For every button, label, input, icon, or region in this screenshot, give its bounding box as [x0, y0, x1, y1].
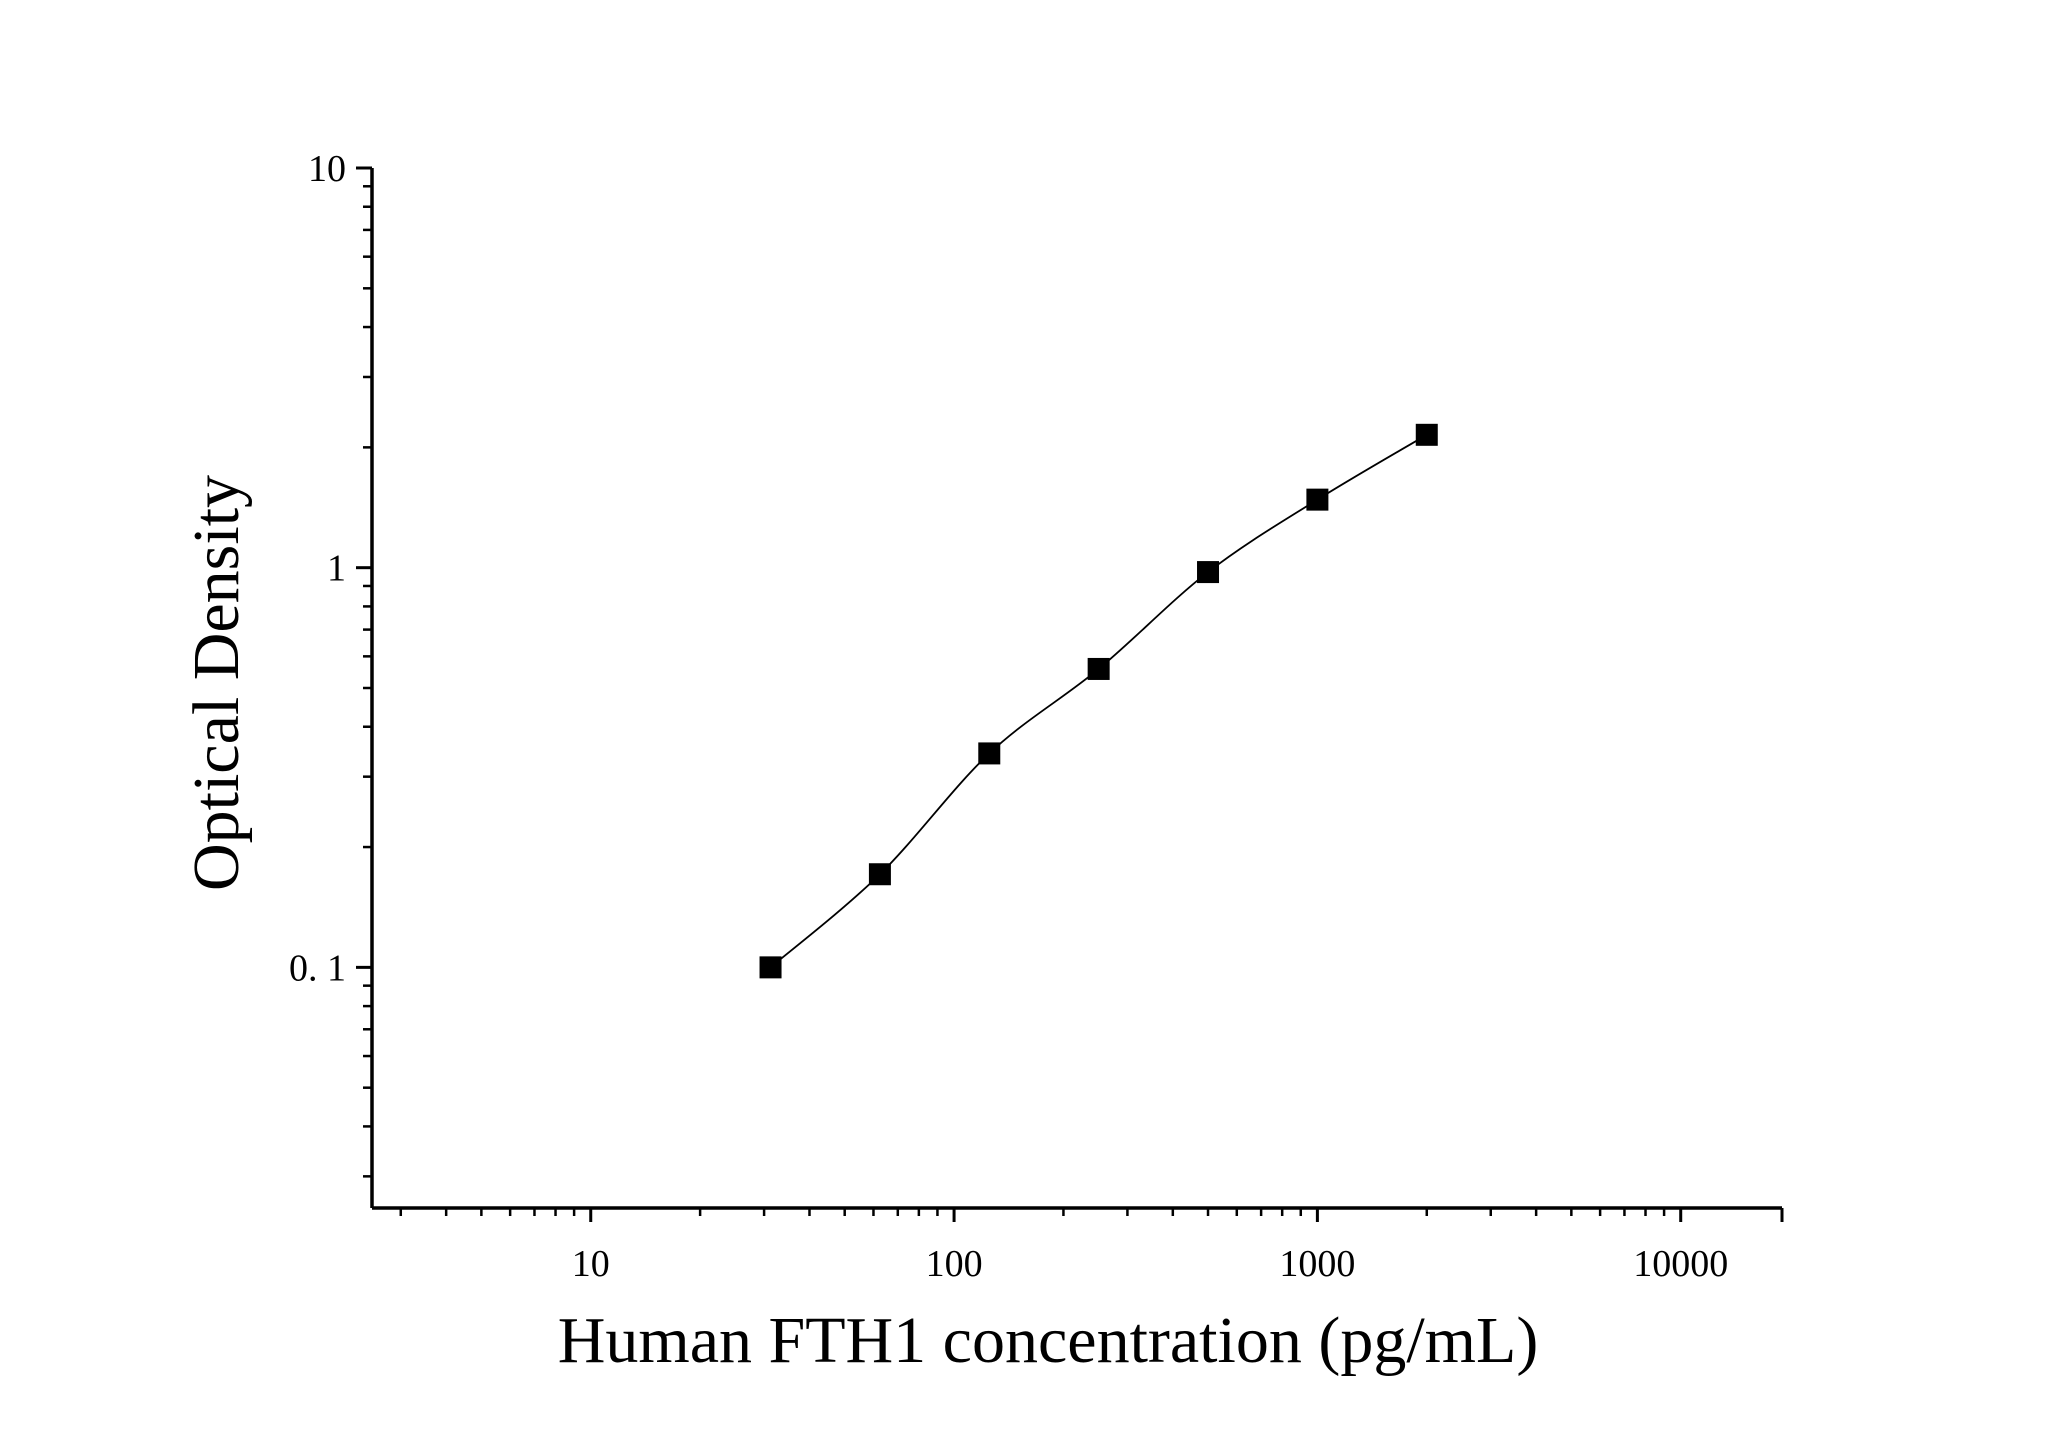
y-axis-title: Optical Density: [180, 475, 253, 891]
x-axis-title: Human FTH1 concentration (pg/mL): [558, 1304, 1539, 1377]
data-point: [1087, 657, 1110, 680]
data-point: [868, 863, 891, 886]
y-tick-label: 1: [327, 548, 346, 590]
x-tick-label: 100: [926, 1243, 983, 1285]
fit-curve: [769, 434, 1428, 969]
fit-curve-layer: [769, 434, 1428, 969]
x-tick-label: 10000: [1633, 1243, 1728, 1285]
data-points: [759, 423, 1438, 979]
x-tick-label: 1000: [1279, 1243, 1355, 1285]
axes: 10 100 1000 10000 0. 1 1 10: [289, 148, 1784, 1285]
data-point: [759, 956, 782, 979]
data-point: [1415, 423, 1438, 446]
data-point: [1197, 561, 1220, 584]
data-point: [1306, 488, 1329, 511]
y-tick-label: 0. 1: [289, 947, 346, 989]
data-point: [978, 742, 1001, 765]
x-tick-label: 10: [572, 1243, 610, 1285]
y-tick-label: 10: [308, 148, 346, 190]
